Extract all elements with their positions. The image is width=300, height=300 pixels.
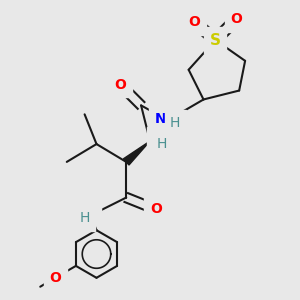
Text: O: O xyxy=(114,78,126,92)
Text: H: H xyxy=(157,137,167,151)
Polygon shape xyxy=(124,141,150,165)
Text: N: N xyxy=(153,133,165,147)
Text: H: H xyxy=(80,212,90,225)
Text: N: N xyxy=(155,112,166,126)
Text: O: O xyxy=(230,12,242,26)
Text: N: N xyxy=(83,206,95,219)
Text: O: O xyxy=(49,271,61,285)
Text: O: O xyxy=(189,15,200,29)
Text: S: S xyxy=(210,32,221,47)
Text: H: H xyxy=(170,116,181,130)
Text: O: O xyxy=(150,202,162,216)
